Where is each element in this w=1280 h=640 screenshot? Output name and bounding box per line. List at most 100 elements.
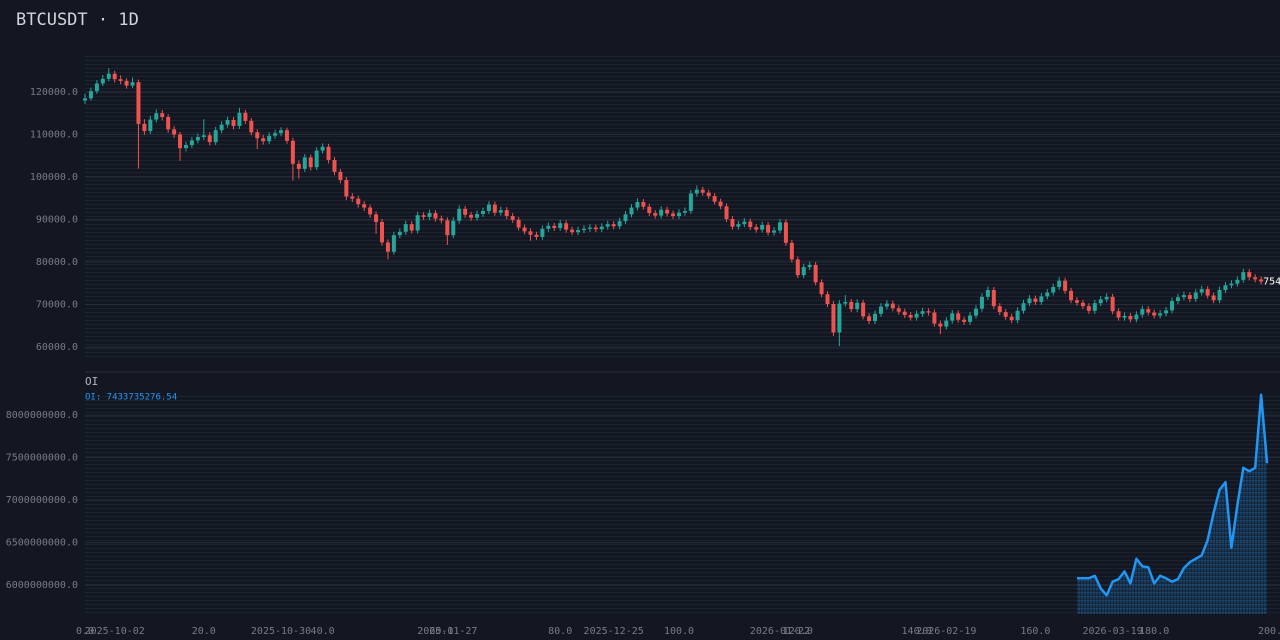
candle-body [1175,297,1180,302]
candle-body [189,140,194,146]
candle-body [356,198,361,205]
candle-body [742,221,747,225]
candle-body [183,145,188,149]
candle-body [439,218,444,221]
y-tick-label: 6500000000.0 [6,538,78,549]
candle-body [1235,279,1240,284]
candle-body [249,120,254,133]
candle-body [284,130,289,141]
candle-body [938,323,943,327]
y-tick-label: 7000000000.0 [6,495,78,506]
candle-body [195,137,200,141]
candle-body [368,207,373,215]
candle-body [1033,298,1038,302]
candle-body [320,146,325,151]
candle-body [409,224,414,231]
candle-body [504,210,509,217]
candle-body [617,221,622,227]
candle-body [1051,287,1056,293]
candle-body [83,98,87,101]
candle-body [88,91,93,99]
x-tick-label: 40.0 [311,626,335,637]
candle-body [772,230,777,233]
candle-body [338,171,343,180]
candle-body [1253,277,1258,280]
candle-body [463,208,468,215]
candle-body [688,193,693,211]
candle-body [510,216,515,220]
y-tick-label: 110000.0 [30,129,78,140]
candle-body [1116,311,1121,318]
candle-body [712,196,717,202]
candle-body [1074,300,1079,303]
candle-body [350,196,355,199]
date-tick-label: 2025-10-30 [251,626,311,637]
candle-body [160,113,165,118]
candle-body [748,221,753,228]
candle-body [201,135,206,138]
candle-body [326,146,331,160]
candle-body [374,214,379,223]
candle-body [279,130,284,134]
candle-body [445,220,450,236]
candle-body [178,134,183,149]
candle-body [807,264,812,268]
candle-body [451,220,456,236]
candle-body [480,210,485,214]
candle-body [380,222,384,243]
candle-body [332,159,337,172]
candle-body [890,303,895,309]
candle-body [1069,290,1074,301]
candle-body [884,303,889,307]
candle-body [1110,296,1115,312]
candle-body [641,202,646,207]
candle-body [789,242,794,260]
candle-body [1181,295,1186,298]
candle-body [243,112,248,121]
candle-body [647,206,652,214]
oi-legend: OI: 7433735276.54 [85,393,177,403]
candle-body [991,290,996,307]
candle-body [997,306,1002,313]
candle-body [427,213,432,217]
x-tick-label: 120.0 [783,626,813,637]
candle-body [475,213,480,218]
chart-title: BTCUSDT · 1D [16,10,139,30]
oi-pane [85,393,1280,614]
candle-body [225,120,230,125]
candle-body [754,227,759,230]
candle-body [1128,315,1133,320]
candle-body [1217,290,1222,301]
candle-body [564,223,569,230]
candle-body [469,214,474,218]
candle-body [671,213,676,217]
x-tick-label: 80.0 [548,626,572,637]
candle-body [552,225,557,228]
candle-body [801,267,806,276]
candle-body [867,316,872,322]
candle-body [908,315,913,318]
candle-body [362,204,367,208]
candle-body [118,79,123,81]
y-tick-label: 60000.0 [36,342,78,353]
candle-body [659,209,664,216]
candle-body [570,229,575,233]
candle-body [1063,280,1068,291]
candle-body [1229,283,1234,286]
candle-body [130,82,135,86]
candle-body [956,313,961,320]
candle-body [142,123,147,132]
candle-body [920,311,925,314]
candle-body [813,264,818,283]
y-tick-label: 7500000000.0 [6,453,78,464]
candle-body [682,210,687,213]
candle-body [944,320,949,327]
candle-body [558,223,563,228]
candle-body [700,189,705,193]
candle-body [861,302,866,317]
candle-body [237,112,242,126]
date-tick-label: 2026-03-19 [1083,626,1143,637]
candle-body [849,301,854,310]
candle-body [902,311,907,316]
